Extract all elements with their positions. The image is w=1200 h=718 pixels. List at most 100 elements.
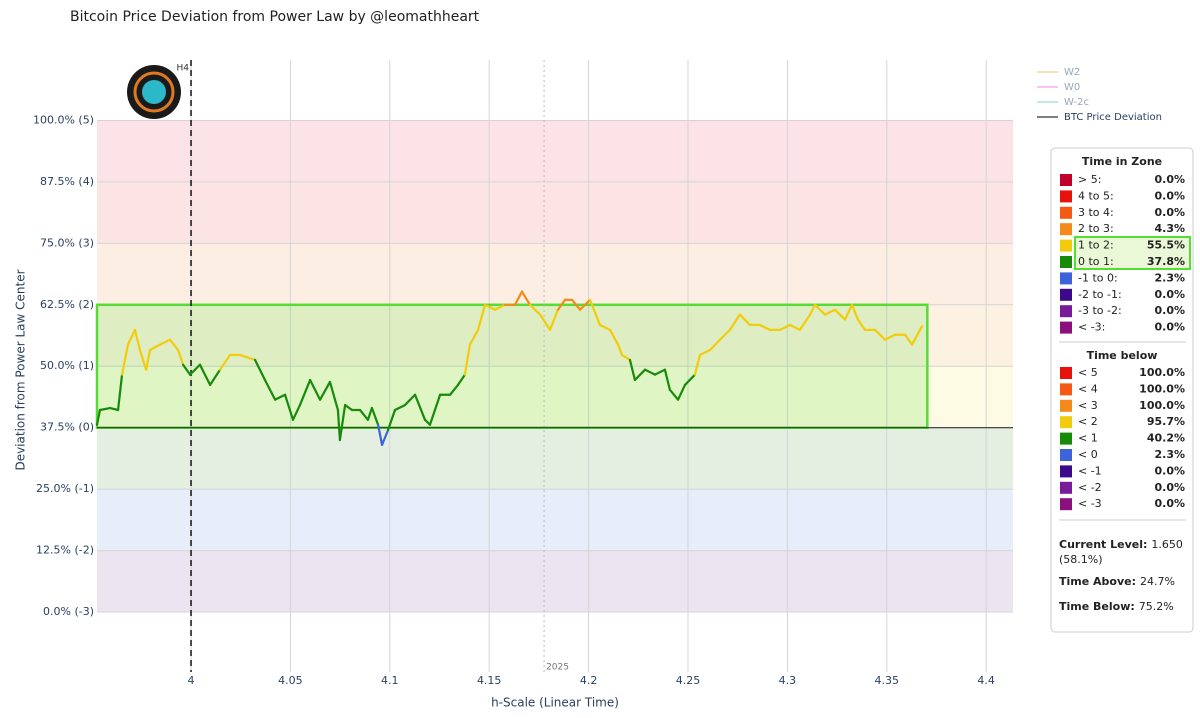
deviation-segment — [386, 408, 397, 432]
row-swatch — [1060, 383, 1072, 396]
row-swatch — [1060, 432, 1072, 445]
row-value: 100.0% — [1139, 366, 1185, 379]
row-label: 1 to 2: — [1078, 239, 1114, 252]
legend-label[interactable]: W-2c — [1064, 97, 1089, 108]
row-label: 3 to 4: — [1078, 206, 1114, 219]
x-axis-title: h-Scale (Linear Time) — [491, 696, 619, 710]
y-tick-label: 0.0% (-3) — [43, 605, 94, 618]
row-value: 2.3% — [1154, 271, 1185, 284]
row-label: < 0 — [1078, 448, 1098, 461]
zone-band — [97, 243, 1013, 305]
deviation-segment — [456, 373, 467, 387]
deviation-segment — [126, 328, 137, 346]
reference-label: 2025 — [546, 663, 569, 673]
deviation-segment — [643, 368, 657, 376]
row-label: < 1 — [1078, 432, 1098, 445]
row-swatch — [1060, 256, 1072, 268]
deviation-segment — [98, 406, 112, 412]
deviation-segment — [668, 388, 680, 401]
deviation-segment — [883, 333, 897, 341]
row-label: -3 to -2: — [1078, 304, 1122, 317]
row-value: 2.3% — [1154, 448, 1185, 461]
deviation-segment — [578, 298, 592, 311]
stat-key: Time Below: — [1059, 600, 1135, 613]
row-label: 0 to 1: — [1078, 255, 1114, 268]
deviation-segment — [380, 429, 390, 446]
deviation-segment — [738, 313, 752, 327]
deviation-segment — [468, 328, 480, 346]
y-tick-label: 12.5% (-2) — [36, 544, 94, 557]
stat-pct: (58.1%) — [1059, 553, 1103, 566]
deviation-segment — [138, 348, 148, 371]
row-swatch — [1060, 367, 1072, 379]
deviation-segment — [218, 353, 232, 371]
deviation-segment — [177, 348, 185, 366]
row-swatch — [1060, 321, 1072, 334]
deviation-segment — [238, 353, 257, 361]
deviation-segment — [291, 403, 302, 421]
deviation-segment — [116, 373, 124, 412]
deviation-segment — [318, 380, 332, 401]
deviation-segment — [370, 406, 380, 426]
deviation-segment — [158, 338, 172, 346]
row-label: < -2 — [1078, 481, 1102, 494]
logo-ring — [133, 71, 175, 113]
deviation-segment — [843, 303, 854, 321]
deviation-segment — [528, 303, 542, 316]
row-label: -1 to 0: — [1078, 271, 1118, 284]
row-swatch — [1060, 399, 1072, 412]
deviation-segment — [253, 358, 267, 382]
zone-band — [97, 120, 1013, 182]
row-value: 0.0% — [1154, 206, 1185, 219]
legend-label[interactable]: W0 — [1064, 82, 1080, 93]
legend-label[interactable]: BTC Price Deviation — [1064, 112, 1162, 123]
y-tick-label: 75.0% (3) — [40, 236, 94, 249]
row-label: 2 to 3: — [1078, 222, 1114, 235]
row-label: < 4 — [1078, 382, 1098, 395]
stat-line: Time Above: 24.7% — [1059, 575, 1175, 588]
row-swatch — [1060, 272, 1072, 285]
deviation-segment — [168, 338, 180, 352]
row-swatch — [1060, 223, 1072, 236]
row-value: 0.0% — [1154, 497, 1185, 510]
deviation-segment — [808, 303, 817, 316]
deviation-segment — [358, 408, 370, 421]
stat-line: Current Level: 1.650 — [1059, 538, 1183, 551]
deviation-segment — [798, 313, 812, 331]
stat-value: 75.2% — [1139, 600, 1174, 613]
deviation-segment — [758, 323, 771, 331]
deviation-segment — [274, 393, 287, 401]
deviation-segment — [448, 383, 460, 396]
deviation-segment — [778, 323, 792, 331]
legend-label[interactable]: W2 — [1064, 67, 1080, 78]
y-tick-label: 50.0% (1) — [40, 359, 94, 372]
reference-label: H4 — [177, 64, 190, 74]
zone-band — [97, 550, 1013, 613]
deviation-segment — [833, 308, 847, 321]
deviation-segment — [120, 343, 130, 376]
logo-core — [142, 80, 166, 104]
zone-band — [97, 181, 1013, 244]
zone-band — [97, 427, 1013, 490]
deviation-segment — [598, 323, 612, 331]
row-swatch — [1060, 190, 1072, 203]
y-tick-label: 25.0% (-1) — [36, 482, 94, 495]
deviation-segment — [133, 328, 142, 352]
deviation-segment — [728, 313, 741, 331]
y-tick-label: 62.5% (2) — [40, 298, 94, 311]
x-tick-label: 4.2 — [580, 674, 598, 687]
row-value: 100.0% — [1139, 382, 1185, 395]
row-swatch — [1060, 481, 1072, 494]
stat-key: Current Level: — [1059, 538, 1147, 551]
deviation-segment — [620, 353, 632, 361]
row-label: < 5 — [1078, 366, 1098, 379]
row-value: 0.0% — [1154, 464, 1185, 477]
panel-title: Time in Zone — [1082, 155, 1162, 168]
row-label: -2 to -1: — [1078, 288, 1122, 301]
row-value: 0.0% — [1154, 288, 1185, 301]
deviation-segment — [813, 303, 827, 316]
row-value: 4.3% — [1154, 222, 1185, 235]
deviation-segment — [608, 328, 620, 346]
deviation-segment — [263, 378, 277, 401]
x-tick-label: 4 — [188, 674, 195, 687]
